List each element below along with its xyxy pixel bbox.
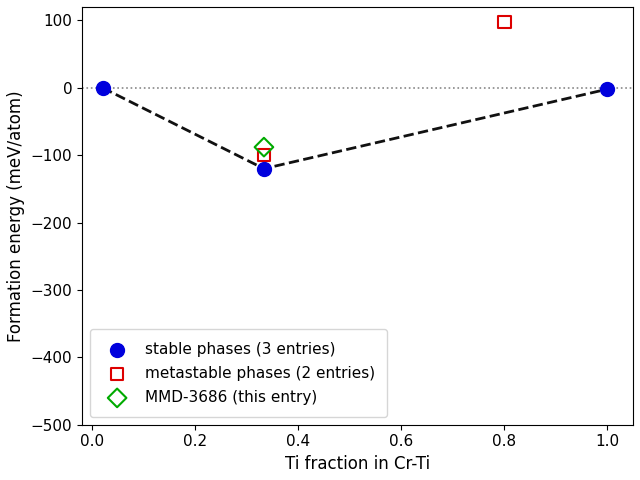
stable phases (3 entries) <box>259 165 269 172</box>
X-axis label: Ti fraction in Cr-Ti: Ti fraction in Cr-Ti <box>285 455 430 473</box>
metastable phases (2 entries) <box>259 151 269 159</box>
Y-axis label: Formation energy (meV/atom): Formation energy (meV/atom) <box>7 90 25 342</box>
MMD-3686 (this entry) <box>259 144 269 151</box>
Legend: stable phases (3 entries), metastable phases (2 entries), MMD-3686 (this entry): stable phases (3 entries), metastable ph… <box>90 329 387 417</box>
metastable phases (2 entries) <box>499 18 509 25</box>
stable phases (3 entries) <box>602 85 612 93</box>
stable phases (3 entries) <box>97 84 108 92</box>
